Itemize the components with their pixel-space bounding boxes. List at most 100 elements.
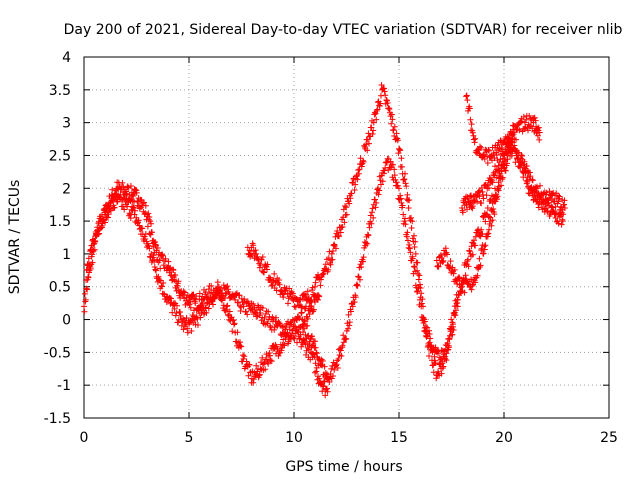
data-point (477, 262, 484, 269)
data-point (480, 195, 487, 202)
data-point (144, 223, 151, 230)
data-point (378, 81, 385, 88)
data-point (343, 335, 350, 342)
data-point (288, 288, 295, 295)
data-point (456, 292, 462, 299)
data-point (257, 262, 264, 269)
y-tick-label: 3.5 (49, 83, 71, 99)
data-point (171, 305, 178, 312)
chart-title: Day 200 of 2021, Sidereal Day-to-day VTE… (64, 22, 623, 38)
data-point (535, 204, 542, 211)
data-point (402, 215, 408, 222)
data-point (86, 261, 93, 268)
data-point (252, 247, 259, 254)
data-point (123, 190, 130, 197)
data-point (273, 314, 279, 321)
data-point (421, 324, 428, 331)
data-point (197, 314, 204, 321)
data-point (223, 303, 230, 310)
data-point (387, 158, 394, 165)
data-point (333, 361, 340, 368)
data-point (545, 199, 552, 206)
data-point (511, 145, 518, 152)
data-point (408, 214, 414, 221)
data-point (225, 286, 231, 293)
data-point (259, 304, 266, 311)
data-point (308, 333, 315, 340)
data-point (471, 136, 477, 143)
data-point (440, 257, 447, 264)
data-point (472, 135, 479, 142)
data-point (370, 119, 377, 126)
data-point (327, 261, 334, 268)
data-point (370, 214, 377, 221)
x-axis-label: GPS time / hours (285, 459, 402, 475)
data-point (91, 239, 98, 246)
data-point (355, 274, 362, 281)
x-tick-label: 25 (600, 430, 618, 446)
data-point (516, 163, 523, 170)
data-point (406, 245, 413, 252)
data-point (141, 199, 147, 206)
data-point (369, 205, 376, 212)
data-point (449, 331, 456, 338)
data-point (423, 333, 430, 340)
data-point (166, 294, 173, 301)
data-point (129, 191, 136, 198)
x-tick-label: 10 (285, 430, 303, 446)
data-point (403, 183, 410, 190)
data-point (135, 217, 142, 224)
data-point (415, 285, 422, 292)
data-point (271, 326, 278, 333)
data-point (313, 368, 320, 375)
data-point (513, 136, 519, 143)
data-point (109, 197, 116, 204)
data-point (479, 188, 486, 195)
data-point (531, 192, 537, 199)
data-point (333, 245, 339, 252)
data-point (525, 127, 531, 134)
data-point (324, 385, 330, 392)
data-point (142, 231, 149, 238)
data-point (226, 308, 233, 315)
data-point (468, 286, 475, 293)
data-point (184, 329, 191, 336)
data-point (561, 204, 568, 211)
data-point (438, 254, 445, 261)
data-point (152, 266, 159, 273)
data-point (376, 103, 383, 110)
data-point (148, 220, 155, 227)
data-point (250, 376, 257, 383)
data-point (245, 372, 252, 379)
data-point (414, 259, 421, 266)
data-point (360, 254, 367, 261)
data-point (181, 289, 188, 296)
data-point (396, 196, 403, 203)
data-point (511, 142, 518, 149)
data-point (408, 224, 415, 231)
x-tick-label: 15 (390, 430, 408, 446)
y-tick-label: -0.5 (44, 345, 71, 361)
data-point (238, 343, 245, 350)
data-point (427, 335, 434, 342)
data-point (549, 204, 556, 211)
data-point (237, 307, 244, 314)
data-point (147, 253, 153, 260)
data-point (476, 255, 483, 262)
data-point (315, 296, 321, 303)
data-point (217, 286, 224, 293)
data-point (146, 213, 153, 220)
data-point (498, 144, 505, 151)
data-point (509, 148, 516, 155)
data-point (341, 219, 348, 226)
y-tick-label: -1 (57, 378, 71, 394)
data-point (342, 202, 348, 209)
data-point (474, 272, 481, 279)
data-point (312, 369, 318, 376)
data-point (486, 147, 492, 154)
data-point (85, 255, 92, 262)
data-point (382, 92, 389, 99)
data-point (319, 388, 326, 395)
data-point (448, 325, 455, 332)
data-point (304, 322, 311, 329)
